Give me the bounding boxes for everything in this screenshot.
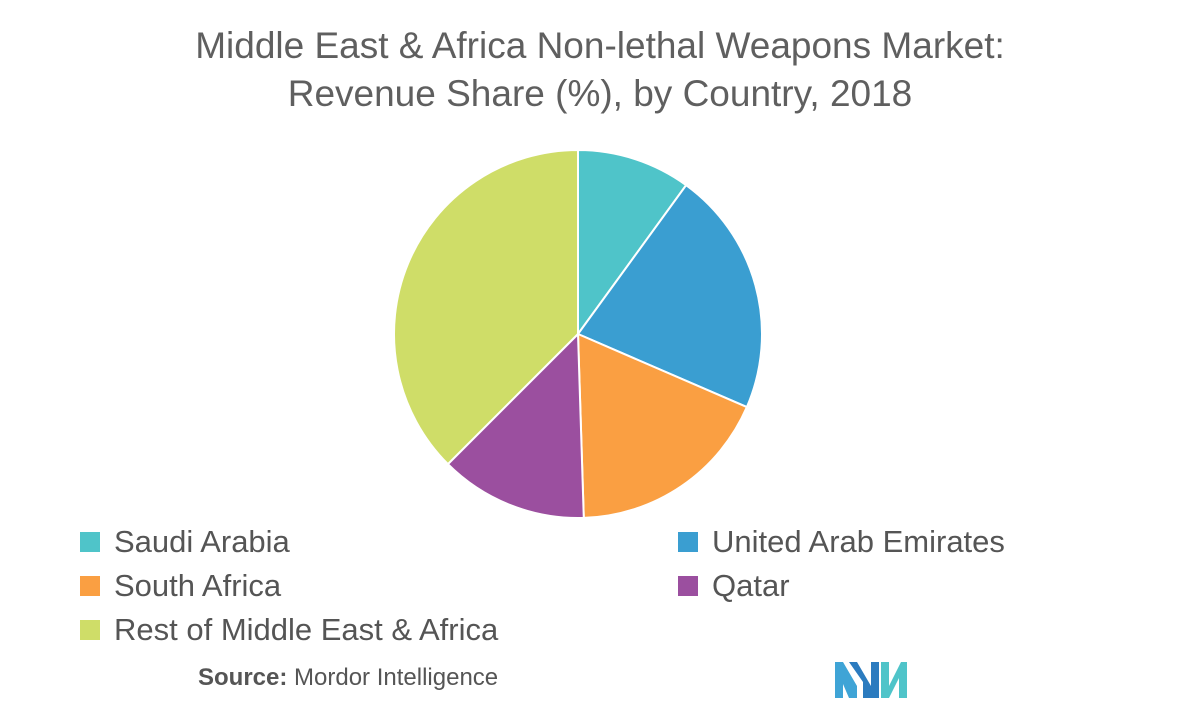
legend-item-united-arab-emirates: United Arab Emirates <box>678 524 1005 560</box>
legend-item-saudi-arabia: Saudi Arabia <box>80 524 290 560</box>
source-note: Source: Mordor Intelligence <box>198 664 498 692</box>
legend-item-rest-of-middle-east-africa: Rest of Middle East & Africa <box>80 612 498 648</box>
legend-swatch <box>80 620 100 640</box>
legend-label: Qatar <box>712 568 790 603</box>
legend-swatch <box>80 532 100 552</box>
legend-label: Saudi Arabia <box>114 524 290 559</box>
legend-label: United Arab Emirates <box>712 524 1005 559</box>
pie-slice-rest-of-middle-east-africa <box>392 148 579 466</box>
pie-slice-united-arab-emirates <box>576 183 763 409</box>
pie-slice-south-africa <box>576 332 749 519</box>
legend-swatch <box>678 576 698 596</box>
mordor-intelligence-logo-icon <box>835 662 907 698</box>
legend-label: South Africa <box>114 568 282 603</box>
legend-swatch <box>678 532 698 552</box>
source-label: Source: <box>198 664 288 691</box>
pie-slice-qatar <box>446 331 585 519</box>
chart-title-line-1: Middle East & Africa Non-lethal Weapons … <box>195 25 1005 66</box>
source-text: Mordor Intelligence <box>294 664 499 691</box>
legend-item-south-africa: South Africa <box>80 568 281 604</box>
chart-title-line-2: Revenue Share (%), by Country, 2018 <box>287 73 913 114</box>
legend-swatch <box>80 576 100 596</box>
legend-label: Rest of Middle East & Africa <box>114 612 499 647</box>
legend-item-qatar: Qatar <box>678 568 790 604</box>
chart-title: Middle East & Africa Non-lethal Weapons … <box>0 22 1200 118</box>
pie-slice-saudi-arabia <box>577 148 688 338</box>
